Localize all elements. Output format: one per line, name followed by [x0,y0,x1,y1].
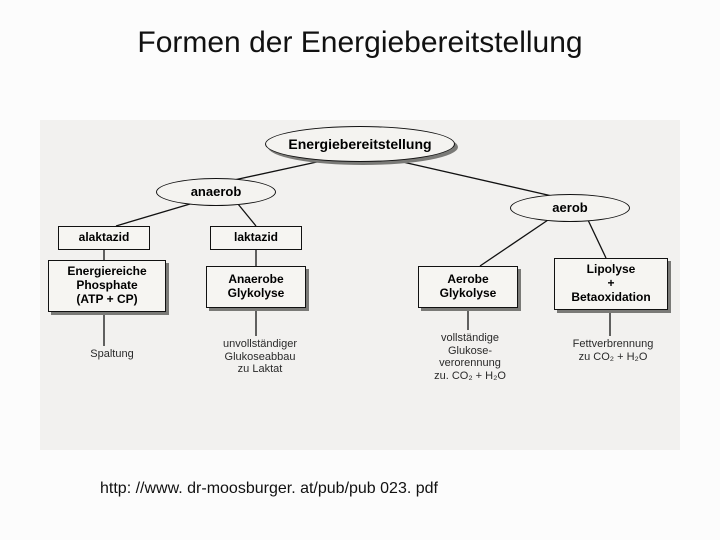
edge [116,204,190,226]
node-lakt: laktazid [210,226,302,250]
node-alakt: alaktazid [58,226,150,250]
edge [588,220,606,258]
node-note2: unvollständiger Glukoseabbau zu Laktat [202,338,318,386]
node-phos: Energiereiche Phosphate (ATP + CP) [48,260,166,312]
node-lipo: Lipolyse + Betaoxidation [554,258,668,310]
page-title: Formen der Energiebereitstellung [0,26,720,60]
slide: Formen der Energiebereitstellung Energie… [0,0,720,540]
source-line: http: //www. dr-moosburger. at/pub/pub 0… [100,480,438,498]
node-anaglyk: Anaerobe Glykolyse [206,266,306,308]
edge [394,160,552,196]
node-aerob: aerob [510,194,630,222]
edge [480,220,548,266]
edge [234,160,326,180]
node-aeroglyk: Aerobe Glykolyse [418,266,518,308]
node-anaerob: anaerob [156,178,276,206]
node-note4: Fettverbrennung zu CO₂ + H₂O [550,338,676,372]
node-note1: Spaltung [62,348,162,366]
node-note3: vollständige Glukose- verorennung zu. CO… [412,332,528,394]
node-root: Energiebereitstellung [265,126,455,162]
edge [238,204,256,226]
diagram-area: Energiebereitstellung anaerob aerob alaktaz… [40,120,680,450]
